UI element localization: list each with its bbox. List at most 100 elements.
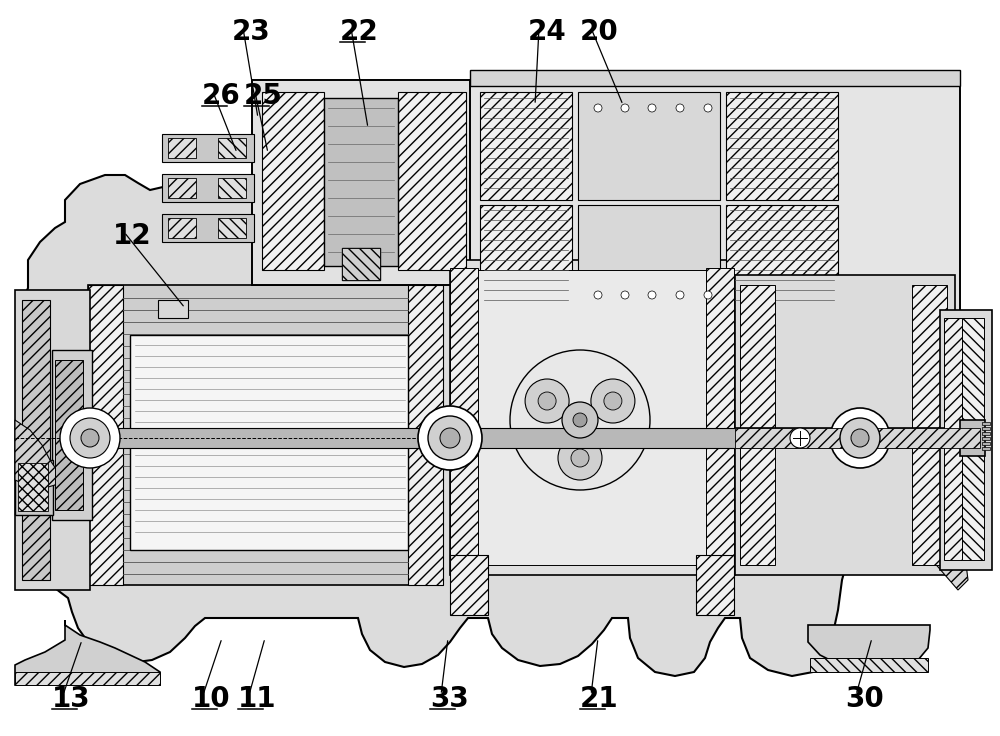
Text: 10: 10 xyxy=(192,685,231,713)
Bar xyxy=(960,420,985,456)
Bar xyxy=(168,218,196,238)
Bar xyxy=(735,275,955,575)
Bar xyxy=(90,428,740,448)
Bar xyxy=(15,290,90,590)
Bar xyxy=(252,80,477,285)
Bar xyxy=(450,260,735,575)
Text: 25: 25 xyxy=(244,82,283,110)
Bar xyxy=(52,350,92,520)
Circle shape xyxy=(840,418,880,458)
Polygon shape xyxy=(808,625,930,672)
Circle shape xyxy=(648,291,656,299)
Circle shape xyxy=(594,291,602,299)
Bar xyxy=(218,178,246,198)
Text: 22: 22 xyxy=(340,18,379,46)
Bar xyxy=(912,285,947,565)
Bar xyxy=(158,300,188,318)
Bar xyxy=(810,658,928,672)
Bar xyxy=(940,310,992,570)
Bar xyxy=(22,300,50,580)
Polygon shape xyxy=(16,175,960,676)
Bar xyxy=(982,422,990,425)
Bar xyxy=(470,70,960,86)
Circle shape xyxy=(558,436,602,480)
Bar xyxy=(168,178,196,198)
Circle shape xyxy=(440,428,460,448)
Bar xyxy=(735,428,980,448)
Bar xyxy=(88,285,123,585)
Circle shape xyxy=(594,104,602,112)
Circle shape xyxy=(591,379,635,423)
Circle shape xyxy=(676,104,684,112)
Circle shape xyxy=(604,392,622,410)
Bar xyxy=(944,318,962,560)
Text: 24: 24 xyxy=(528,18,567,46)
Bar xyxy=(470,80,960,320)
Circle shape xyxy=(676,291,684,299)
Bar xyxy=(726,92,838,200)
Bar xyxy=(735,428,980,448)
Bar xyxy=(450,268,478,563)
Bar xyxy=(450,555,488,615)
Bar xyxy=(398,92,466,270)
Bar xyxy=(162,174,254,202)
Text: 21: 21 xyxy=(580,685,619,713)
Circle shape xyxy=(562,402,598,438)
Bar xyxy=(162,134,254,162)
Bar xyxy=(982,432,990,435)
Bar xyxy=(342,248,380,280)
Bar xyxy=(342,248,380,280)
Bar xyxy=(88,285,443,585)
Bar xyxy=(982,427,990,430)
Text: 12: 12 xyxy=(113,222,152,250)
Circle shape xyxy=(81,429,99,447)
Bar xyxy=(15,460,53,515)
Text: 20: 20 xyxy=(580,18,619,46)
Circle shape xyxy=(790,428,810,448)
Circle shape xyxy=(621,104,629,112)
Bar xyxy=(15,672,160,685)
Circle shape xyxy=(851,429,869,447)
Circle shape xyxy=(704,291,712,299)
Bar xyxy=(578,205,720,313)
Bar xyxy=(706,268,734,563)
Bar xyxy=(480,205,572,313)
Text: 23: 23 xyxy=(232,18,271,46)
Circle shape xyxy=(571,449,589,467)
Bar xyxy=(982,447,990,450)
Bar xyxy=(982,442,990,445)
Bar xyxy=(578,92,720,200)
Circle shape xyxy=(704,104,712,112)
Bar xyxy=(982,437,990,440)
Bar xyxy=(408,285,443,585)
Circle shape xyxy=(428,416,472,460)
Polygon shape xyxy=(932,430,968,590)
Bar xyxy=(168,138,196,158)
Bar xyxy=(324,98,398,266)
Circle shape xyxy=(418,406,482,470)
Bar xyxy=(218,138,246,158)
Circle shape xyxy=(510,350,650,490)
Bar xyxy=(480,92,572,200)
Circle shape xyxy=(70,418,110,458)
Circle shape xyxy=(573,413,587,427)
Bar xyxy=(55,360,83,510)
Text: 13: 13 xyxy=(52,685,91,713)
Circle shape xyxy=(525,379,569,423)
Text: 30: 30 xyxy=(845,685,884,713)
Polygon shape xyxy=(15,420,60,490)
Bar xyxy=(696,555,734,615)
Circle shape xyxy=(621,291,629,299)
Bar xyxy=(962,318,984,560)
Bar xyxy=(130,335,408,550)
Bar xyxy=(262,92,324,270)
Polygon shape xyxy=(15,620,160,685)
Bar xyxy=(740,285,775,565)
Bar xyxy=(458,270,726,565)
Bar xyxy=(726,205,838,313)
Circle shape xyxy=(830,408,890,468)
Bar xyxy=(218,218,246,238)
Circle shape xyxy=(60,408,120,468)
Text: 26: 26 xyxy=(202,82,241,110)
Circle shape xyxy=(538,392,556,410)
